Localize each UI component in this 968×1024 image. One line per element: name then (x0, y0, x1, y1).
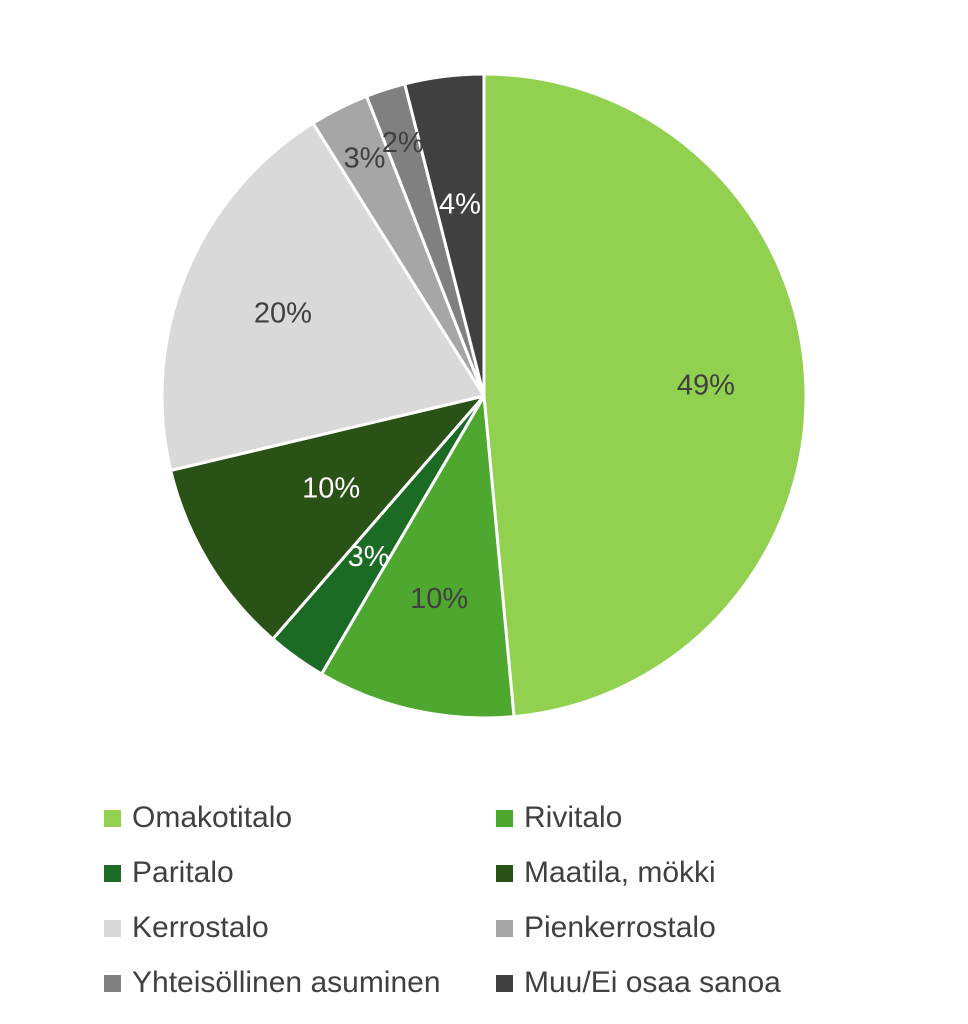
legend-item-3: Paritalo (104, 851, 496, 895)
legend: Omakotitalo Rivitalo Paritalo Maatila, mökk… (104, 796, 864, 1005)
legend-swatch (104, 809, 121, 827)
data-label-3: 3% (348, 541, 390, 573)
pie-slice-8 (403, 72, 486, 398)
legend-label: Kerrostalo (132, 911, 269, 944)
legend-swatch (496, 809, 513, 827)
legend-label: Maatila, mökki (524, 856, 716, 889)
data-label-1: 49% (677, 370, 735, 402)
data-label-4: 10% (302, 473, 360, 505)
legend-item-1: Omakotitalo (104, 796, 496, 840)
pie-data-labels: 49%10%3%10%20%3%2%4% (254, 127, 735, 615)
legend-item-7: Yhteisöllinen asuminen (104, 961, 496, 1005)
legend-swatch (104, 864, 121, 882)
pie-chart: 49%10%3%10%20%3%2%4% (160, 72, 808, 720)
pie-slice-5 (160, 121, 486, 472)
legend-swatch (496, 974, 513, 992)
legend-label: Rivitalo (524, 801, 623, 834)
data-label-2: 10% (410, 583, 468, 615)
pie-slice-2 (320, 394, 516, 720)
legend-label: Pienkerrostalo (524, 911, 716, 944)
pie-slice-1 (482, 72, 808, 719)
legend-swatch (104, 919, 121, 937)
legend-swatch (104, 974, 121, 992)
legend-item-2: Rivitalo (496, 796, 864, 840)
legend-label: Muu/Ei osaa sanoa (524, 966, 781, 999)
pie-slices (160, 72, 808, 720)
legend-swatch (496, 919, 513, 937)
data-label-5: 20% (254, 298, 312, 330)
data-label-6: 3% (344, 143, 386, 175)
data-label-8: 4% (439, 188, 481, 220)
pie-slice-4 (169, 394, 486, 641)
data-label-7: 2% (382, 127, 424, 159)
legend-swatch (496, 864, 513, 882)
legend-item-5: Kerrostalo (104, 906, 496, 950)
legend-label: Omakotitalo (132, 801, 293, 834)
legend-item-8: Muu/Ei osaa sanoa (496, 961, 864, 1005)
legend-label: Yhteisöllinen asuminen (132, 966, 441, 999)
legend-item-6: Pienkerrostalo (496, 906, 864, 950)
legend-item-4: Maatila, mökki (496, 851, 864, 895)
legend-label: Paritalo (132, 856, 234, 889)
